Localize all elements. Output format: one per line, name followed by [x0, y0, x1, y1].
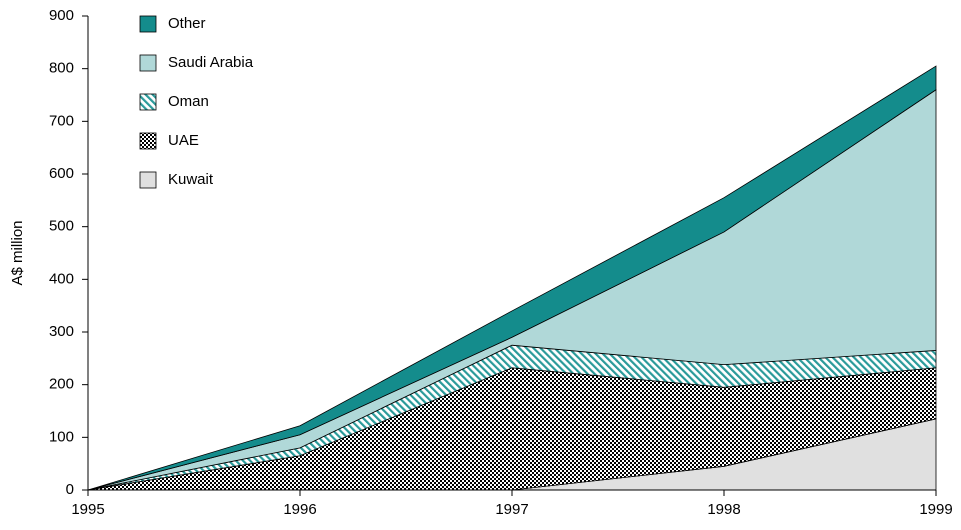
x-tick-label: 1998	[707, 501, 740, 518]
y-tick-label: 500	[49, 218, 74, 235]
x-tick-label: 1999	[919, 501, 952, 518]
legend-swatch	[139, 93, 157, 111]
y-axis-label: A$ million	[9, 220, 26, 285]
x-tick-label: 1997	[495, 501, 528, 518]
y-tick-label: 600	[49, 165, 74, 182]
y-tick-label: 700	[49, 112, 74, 129]
y-tick-label: 900	[49, 7, 74, 24]
legend-label: Other	[168, 15, 206, 32]
area	[87, 65, 937, 491]
legend-label: UAE	[168, 132, 199, 149]
y-tick-label: 100	[49, 428, 74, 445]
legend-swatch	[139, 15, 157, 33]
x-tick-label: 1995	[71, 501, 104, 518]
y-tick-label: 0	[66, 481, 74, 498]
y-tick-label: 300	[49, 323, 74, 340]
legend-swatch	[139, 171, 157, 189]
y-tick-label: 400	[49, 270, 74, 287]
y-tick-label: 200	[49, 376, 74, 393]
y-tick-label: 800	[49, 60, 74, 77]
legend-swatch	[139, 54, 157, 72]
legend-label: Saudi Arabia	[168, 54, 254, 71]
legend-swatch	[139, 132, 157, 150]
legend-label: Kuwait	[168, 171, 214, 188]
x-tick-label: 1996	[283, 501, 316, 518]
legend-label: Oman	[168, 93, 209, 110]
